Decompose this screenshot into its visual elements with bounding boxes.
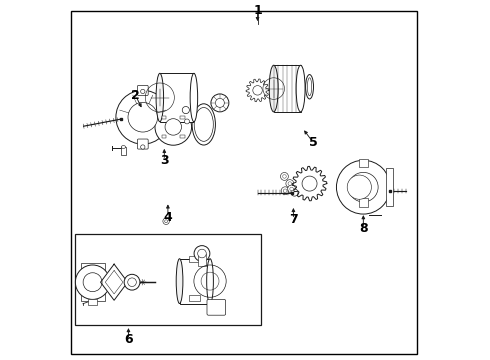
Circle shape bbox=[185, 119, 190, 124]
Ellipse shape bbox=[307, 78, 312, 96]
Circle shape bbox=[337, 160, 390, 214]
Bar bbox=[190, 256, 200, 262]
Circle shape bbox=[155, 109, 192, 145]
FancyBboxPatch shape bbox=[137, 85, 148, 95]
FancyBboxPatch shape bbox=[137, 139, 148, 149]
Circle shape bbox=[281, 187, 289, 195]
Circle shape bbox=[75, 265, 110, 300]
Polygon shape bbox=[293, 166, 327, 201]
Polygon shape bbox=[246, 79, 269, 102]
Bar bbox=[162, 135, 166, 138]
Ellipse shape bbox=[176, 259, 183, 303]
Bar bbox=[180, 116, 185, 119]
Bar bbox=[386, 168, 393, 206]
Ellipse shape bbox=[194, 108, 213, 141]
Ellipse shape bbox=[207, 259, 213, 303]
Ellipse shape bbox=[306, 75, 314, 99]
Bar bbox=[359, 198, 368, 207]
Circle shape bbox=[141, 89, 145, 94]
Circle shape bbox=[163, 218, 170, 225]
Circle shape bbox=[141, 145, 145, 149]
Circle shape bbox=[283, 189, 287, 193]
Text: 4: 4 bbox=[164, 211, 172, 224]
Circle shape bbox=[216, 98, 224, 107]
Circle shape bbox=[283, 175, 286, 178]
Circle shape bbox=[302, 176, 317, 191]
Circle shape bbox=[286, 180, 294, 188]
Circle shape bbox=[165, 119, 181, 135]
Text: 3: 3 bbox=[160, 154, 169, 167]
Circle shape bbox=[211, 94, 229, 112]
Circle shape bbox=[280, 172, 289, 180]
Bar bbox=[88, 300, 97, 305]
Circle shape bbox=[128, 103, 158, 132]
Bar bbox=[80, 263, 105, 301]
Bar bbox=[74, 234, 261, 325]
Bar bbox=[274, 65, 300, 112]
Bar bbox=[179, 259, 210, 303]
Ellipse shape bbox=[122, 145, 125, 148]
Text: 8: 8 bbox=[359, 222, 368, 235]
Bar bbox=[190, 295, 200, 301]
Ellipse shape bbox=[192, 104, 216, 145]
FancyBboxPatch shape bbox=[207, 300, 225, 315]
Ellipse shape bbox=[156, 73, 164, 122]
Bar bbox=[160, 73, 194, 122]
Text: 5: 5 bbox=[309, 136, 318, 149]
Ellipse shape bbox=[269, 65, 278, 112]
Text: 6: 6 bbox=[124, 333, 133, 346]
Text: 2: 2 bbox=[131, 89, 140, 102]
Circle shape bbox=[253, 86, 262, 95]
Circle shape bbox=[290, 187, 294, 191]
Circle shape bbox=[194, 246, 210, 261]
Circle shape bbox=[197, 249, 206, 258]
Circle shape bbox=[288, 185, 295, 193]
Ellipse shape bbox=[296, 65, 305, 112]
Circle shape bbox=[124, 274, 140, 290]
Bar bbox=[359, 159, 368, 167]
Circle shape bbox=[165, 220, 168, 223]
Circle shape bbox=[83, 273, 102, 292]
Polygon shape bbox=[100, 264, 128, 300]
Circle shape bbox=[291, 189, 298, 196]
Text: 7: 7 bbox=[289, 213, 298, 226]
Bar bbox=[122, 147, 125, 155]
Circle shape bbox=[128, 278, 136, 287]
Bar bbox=[198, 253, 205, 266]
Circle shape bbox=[347, 175, 371, 199]
Bar bbox=[180, 135, 185, 138]
Ellipse shape bbox=[190, 73, 197, 122]
Text: 1: 1 bbox=[253, 4, 262, 17]
Circle shape bbox=[348, 172, 378, 202]
Circle shape bbox=[116, 90, 170, 144]
Circle shape bbox=[182, 107, 190, 114]
Bar bbox=[162, 116, 166, 119]
Circle shape bbox=[288, 182, 292, 185]
